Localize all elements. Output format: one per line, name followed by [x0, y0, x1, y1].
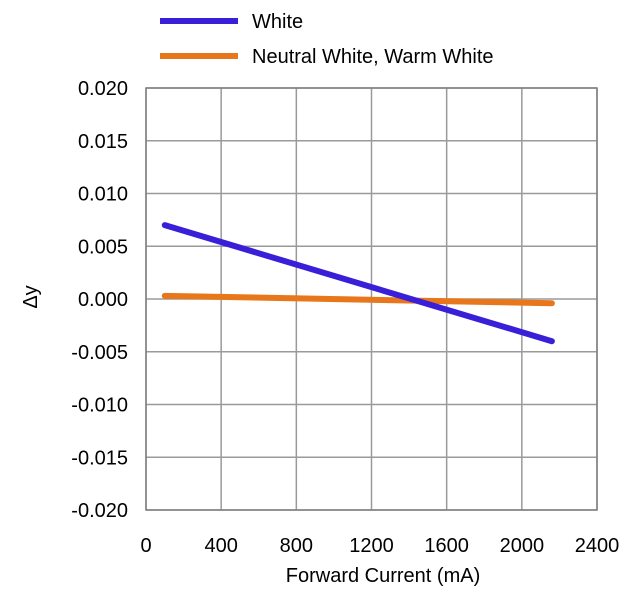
y-tick-label: -0.005 — [71, 342, 128, 364]
x-tick-label: 1600 — [424, 535, 469, 557]
series-line-neutral-warm-white — [161, 292, 555, 307]
y-tick-label: 0.000 — [78, 289, 128, 311]
series-layer — [161, 222, 555, 345]
x-tick-label: 800 — [280, 535, 313, 557]
y-tick-label: 0.015 — [78, 131, 128, 153]
x-tick-label: 400 — [204, 535, 237, 557]
y-axis-title: Δy — [20, 285, 42, 308]
y-axis-ticks: 0.020 0.015 0.010 0.005 0.000 -0.005 -0.010 -0.… — [71, 78, 128, 522]
legend: White Neutral White, Warm White — [160, 11, 494, 68]
y-tick-label: -0.015 — [71, 447, 128, 469]
y-tick-label: 0.020 — [78, 78, 128, 100]
legend-label-neutral-warm-white: Neutral White, Warm White — [252, 46, 494, 68]
legend-label-white: White — [252, 11, 303, 33]
y-tick-label: -0.010 — [71, 395, 128, 417]
plot-area — [145, 87, 598, 511]
y-tick-label: 0.010 — [78, 184, 128, 206]
x-tick-label: 2400 — [575, 535, 620, 557]
x-tick-label: 0 — [140, 535, 151, 557]
x-tick-label: 1200 — [349, 535, 394, 557]
x-axis-title: Forward Current (mA) — [286, 565, 480, 587]
series-line-white — [161, 222, 555, 345]
x-axis-ticks: 0 400 800 1200 1600 2000 2400 — [140, 535, 619, 557]
y-tick-label: -0.020 — [71, 500, 128, 522]
y-tick-label: 0.005 — [78, 236, 128, 258]
x-tick-label: 2000 — [500, 535, 545, 557]
